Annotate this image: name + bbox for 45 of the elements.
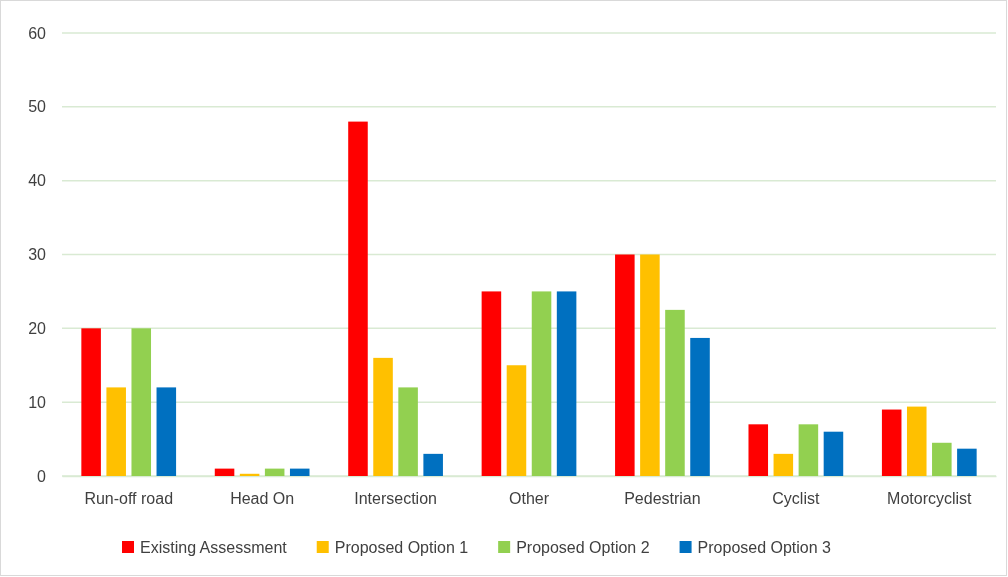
bar (348, 121, 368, 476)
bar (531, 291, 552, 476)
y-tick-label: 20 (28, 319, 47, 337)
y-tick-label: 40 (28, 172, 47, 190)
bar (156, 387, 177, 476)
bar (798, 424, 819, 476)
x-tick-label: Head On (230, 490, 295, 508)
bar (690, 337, 710, 476)
x-tick-label: Intersection (354, 490, 437, 508)
bar (665, 309, 685, 476)
x-tick-label: Pedestrian (624, 490, 701, 508)
x-tick-label: Other (508, 490, 550, 508)
bar (373, 357, 393, 476)
bar (932, 442, 952, 476)
bar (556, 291, 577, 476)
bar (264, 468, 285, 476)
y-tick-label: 50 (28, 98, 47, 116)
legend-label: Proposed Option 3 (697, 538, 832, 556)
bar (506, 365, 527, 476)
x-tick-label: Run-off road (84, 490, 174, 508)
bar (214, 468, 235, 476)
bar (906, 406, 927, 476)
bar (398, 387, 418, 476)
bar (615, 254, 635, 476)
bar (881, 409, 902, 476)
y-tick-label: 0 (37, 467, 47, 485)
y-tick-label: 10 (28, 393, 47, 411)
legend-label: Proposed Option 1 (334, 538, 469, 556)
bar (640, 254, 660, 476)
bar (131, 328, 152, 476)
bar (748, 424, 769, 476)
bar (289, 468, 310, 476)
x-tick-label: Motorcyclist (887, 490, 973, 508)
legend-label: Proposed Option 2 (516, 538, 650, 556)
bar (481, 291, 502, 476)
bar (423, 453, 443, 476)
y-tick-label: 30 (28, 246, 47, 264)
bar (957, 448, 977, 476)
bar (773, 453, 794, 476)
legend-label: Existing Assessment (140, 538, 288, 556)
bar (823, 431, 844, 476)
y-tick-label: 60 (28, 24, 47, 42)
bar (106, 387, 126, 476)
bar (81, 328, 101, 476)
x-tick-label: Cyclist (772, 490, 820, 508)
